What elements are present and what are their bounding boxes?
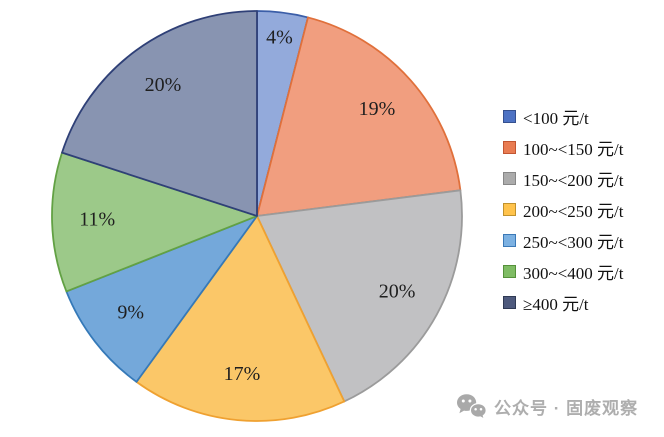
- legend-item-1: <100 元/t: [503, 106, 623, 128]
- legend-label-4: 200~<250 元/t: [523, 201, 624, 221]
- legend-swatch-6: [503, 264, 516, 278]
- pie-slice-label-5: 9%: [117, 302, 144, 324]
- pie-slice-7: [61, 10, 258, 217]
- legend-label-5: 250~<300 元/t: [523, 232, 624, 252]
- pie-slice-5: [65, 215, 258, 383]
- legend-label-7: ≥400 元/t: [523, 294, 589, 314]
- legend-item-3: 150~<200 元/t: [503, 168, 624, 190]
- legend-item-4: 200~<250 元/t: [503, 199, 624, 221]
- legend-label-3: 150~<200 元/t: [523, 170, 624, 190]
- pie-slice-4: [135, 215, 346, 422]
- pie-slice-3: [256, 189, 463, 403]
- legend-item-7: ≥400 元/t: [503, 292, 623, 314]
- legend-swatch-1: [503, 109, 516, 123]
- legend-swatch-3: [503, 171, 516, 185]
- watermark-text: 公众号 · 固废观察: [494, 399, 639, 418]
- legend-swatch-2: [503, 140, 516, 154]
- legend-swatch-4: [503, 202, 516, 216]
- legend-swatch-5: [503, 233, 516, 247]
- pie-slice-2: [256, 16, 462, 217]
- legend-label-2: 100~<150 元/t: [523, 139, 624, 159]
- legend-item-6: 300~<400 元/t: [503, 261, 624, 283]
- pie-slice-label-2: 19%: [359, 98, 396, 120]
- legend: <100 元/t 100~<150 元/t 150~<200 元/t 200~<250…: [503, 106, 624, 314]
- pie-slice-label-3: 20%: [379, 281, 416, 303]
- legend-label-6: 300~<400 元/t: [523, 263, 624, 283]
- legend-label-1: <100 元/t: [523, 108, 589, 128]
- pie-slice-label-7: 20%: [145, 74, 182, 96]
- pie-slice-6: [51, 151, 258, 293]
- legend-item-5: 250~<300 元/t: [503, 230, 624, 252]
- pie-slice-label-6: 11%: [79, 209, 115, 231]
- wechat-icon: [456, 393, 487, 420]
- pie-slice-label-4: 17%: [224, 363, 261, 385]
- legend-swatch-7: [503, 295, 516, 309]
- watermark: 公众号 · 固废观察: [456, 393, 638, 420]
- pie-slice-label-1: 4%: [266, 27, 293, 49]
- legend-item-2: 100~<150 元/t: [503, 137, 624, 159]
